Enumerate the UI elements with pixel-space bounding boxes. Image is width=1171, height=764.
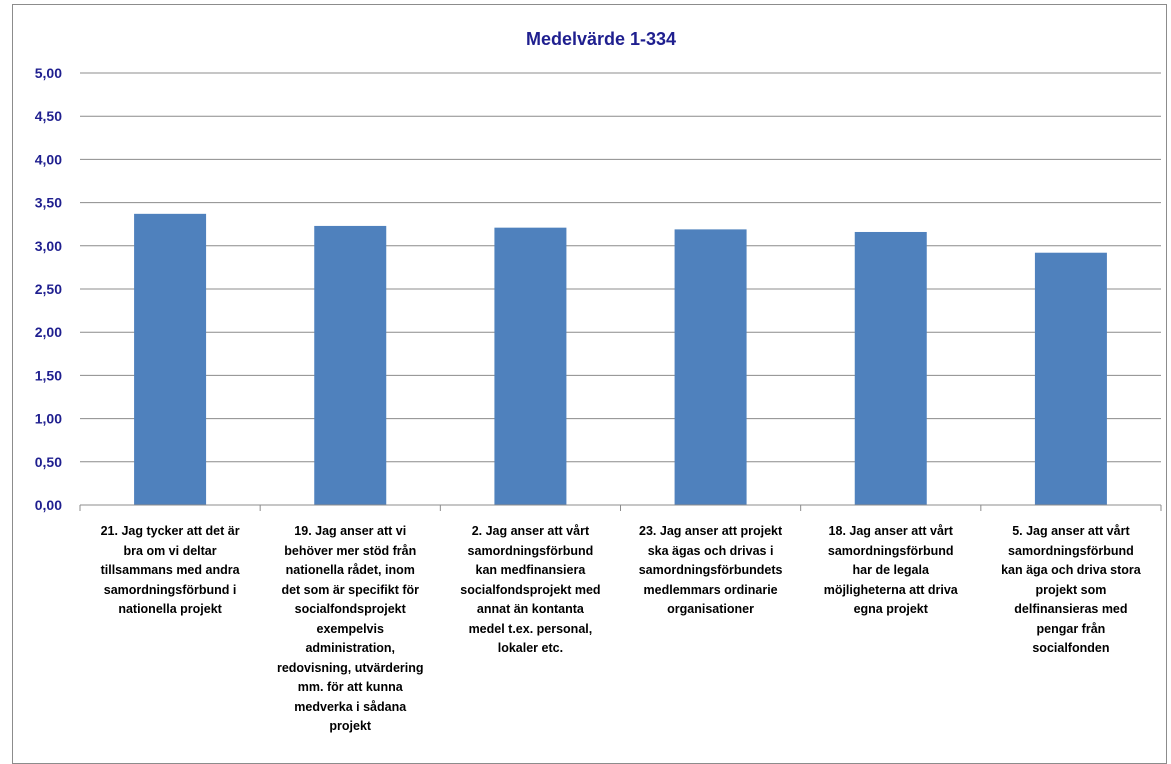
x-tick-label-line: pengar från	[1036, 621, 1106, 636]
bar	[854, 231, 927, 505]
y-axis: 0,00 0,50 1,00 1,50 2,00 2,50 3,00 3,50 4,00 4,50…	[35, 65, 62, 513]
gridlines	[80, 72, 1161, 463]
y-tick-label: 2,50	[35, 281, 62, 297]
x-tick-label-line: ska ägas och drivas i	[647, 543, 774, 558]
x-tick-label-line: projekt	[329, 719, 372, 733]
y-tick-label: 0,00	[35, 497, 62, 513]
x-tick-label-line: 2. Jag anser att vårt	[471, 524, 590, 538]
x-tick-label-line: 21. Jag tycker att det är	[100, 524, 240, 538]
x-tick-label-line: nationella rådet, inom	[285, 563, 415, 577]
x-tick-label-line: administration,	[305, 641, 396, 655]
bar	[314, 225, 387, 506]
x-tick-label-line: samordningsförbund	[827, 543, 954, 558]
x-tick-label-line: samordningsförbund	[467, 543, 594, 558]
x-tick-label-line: medlemmars ordinarie	[643, 582, 778, 597]
x-tick-label: 5. Jag anser att vårt samordningsförbund k…	[981, 522, 1161, 659]
y-tick-label: 3,00	[35, 238, 62, 254]
x-tick-label-line: bra om vi deltar	[123, 543, 217, 558]
bars	[134, 213, 1107, 506]
x-tick-label-line: kan medfinansiera	[475, 563, 586, 577]
x-tick-label-line: mm. för att kunna	[297, 680, 403, 694]
x-tick-label-line: 18. Jag anser att vårt	[828, 524, 953, 538]
x-tick-label-line: samordningsförbund i	[103, 582, 237, 597]
x-tick-label-line: tillsammans med andra	[100, 563, 240, 577]
y-tick-label: 4,50	[35, 108, 62, 124]
y-tick-label: 2,00	[35, 324, 62, 340]
x-tick-label-line: det som är specifikt för	[281, 582, 419, 597]
y-tick-label: 1,50	[35, 367, 62, 383]
x-tick-label: 2. Jag anser att vårt samordningsförbund k…	[440, 522, 620, 659]
x-tick-label-line: kan äga och driva stora	[1001, 563, 1141, 577]
x-tick-label: 21. Jag tycker att det är bra om vi delta…	[80, 522, 260, 620]
y-tick-label: 3,50	[35, 195, 62, 211]
x-tick-label: 18. Jag anser att vårt samordningsförbund…	[801, 522, 981, 620]
x-tick-label: 23. Jag anser att projekt ska ägas och dr…	[621, 522, 801, 620]
x-tick-label-line: egna projekt	[853, 602, 928, 616]
x-tick-label-line: delfinansieras med	[1014, 602, 1128, 616]
x-tick-label-line: samordningsförbundets	[638, 563, 783, 577]
bar	[674, 229, 747, 505]
x-tick-label-line: 23. Jag anser att projekt	[639, 524, 783, 538]
x-tick-label-line: annat än kontanta	[476, 602, 584, 616]
x-tick-label-line: möjligheterna att driva	[823, 582, 958, 597]
bar	[134, 213, 207, 505]
chart-title: Medelvärde 1-334	[526, 29, 676, 49]
x-tick-label-line: medel t.ex. personal,	[468, 621, 593, 636]
x-tick-label-line: samordningsförbund	[1008, 543, 1134, 558]
x-tick-label-line: organisationer	[667, 602, 754, 616]
x-tick-label-line: socialfondsprojekt med	[460, 582, 601, 597]
y-tick-label: 4,00	[35, 151, 62, 167]
x-tick-label-line: 19. Jag anser att vi	[294, 524, 407, 538]
x-tick-label-line: socialfonden	[1032, 641, 1110, 655]
x-tick-label: 19. Jag anser att vi behöver mer stöd frå…	[260, 522, 440, 737]
x-tick-label-line: 5. Jag anser att vårt	[1012, 524, 1130, 538]
x-tick-label-line: nationella projekt	[118, 602, 222, 616]
x-tick-label-line: exempelvis	[316, 621, 384, 636]
y-tick-label: 5,00	[35, 65, 62, 81]
bar	[1034, 252, 1107, 505]
x-tick-label-line: lokaler etc.	[497, 641, 564, 655]
x-tick-label-line: har de legala	[852, 563, 929, 577]
y-tick-label: 0,50	[35, 454, 62, 470]
x-tick-label-line: socialfondsprojekt	[294, 602, 406, 616]
x-axis	[79, 504, 1162, 511]
bar	[494, 227, 567, 505]
x-tick-label-line: redovisning, utvärdering	[276, 660, 424, 675]
x-tick-label-line: medverka i sådana	[294, 699, 407, 714]
x-tick-label-line: projekt som	[1035, 582, 1107, 597]
y-tick-label: 1,00	[35, 411, 62, 427]
x-tick-label-line: behöver mer stöd från	[284, 543, 417, 558]
